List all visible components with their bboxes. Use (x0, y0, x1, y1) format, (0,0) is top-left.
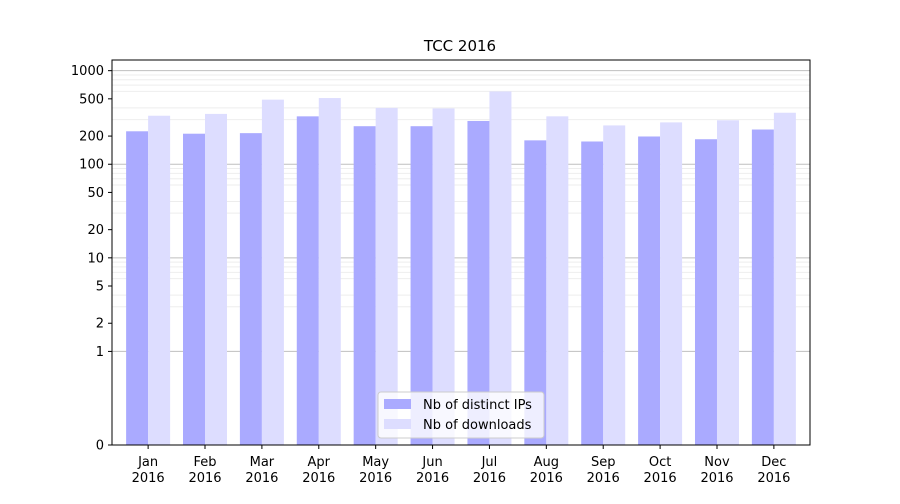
x-tick-label: May 2016 (359, 455, 392, 486)
y-tick-label: 500 (79, 92, 104, 107)
bar (660, 122, 683, 445)
x-tick-label: Oct 2016 (644, 455, 677, 486)
y-tick-label: 200 (79, 130, 104, 145)
bar (183, 133, 206, 446)
x-tick-label: Jul 2016 (473, 455, 506, 486)
y-tick-label: 100 (79, 158, 104, 173)
bar (581, 141, 604, 445)
legend-swatch (384, 399, 411, 409)
bar (546, 116, 569, 445)
bar (318, 98, 341, 446)
bar (773, 112, 796, 445)
y-tick-label: 20 (87, 223, 104, 238)
bar (148, 115, 171, 445)
bar (603, 125, 626, 445)
x-tick-label: Nov 2016 (700, 455, 733, 486)
bar (524, 140, 547, 445)
bars (126, 91, 796, 446)
x-tick-label: Jun 2016 (416, 455, 449, 486)
bar (205, 113, 228, 446)
legend-swatch (384, 419, 411, 429)
bar (375, 107, 398, 446)
x-tick-label: Sep 2016 (587, 455, 620, 486)
bar (694, 139, 717, 445)
bar (296, 116, 319, 445)
bar (239, 133, 262, 446)
chart-title: TCC 2016 (423, 37, 496, 55)
bar (751, 129, 774, 445)
x-tick-label: Aug 2016 (530, 455, 563, 486)
y-tick-label: 1000 (71, 64, 104, 79)
y-tick-label: 10 (87, 251, 104, 266)
x-tick-label: Feb 2016 (188, 455, 221, 486)
y-tick-label: 5 (96, 280, 104, 295)
axes: 0 1 2 5 10 20 50 100 200 500 1000 Jan 2016 Feb 2016 Mar… (71, 59, 811, 486)
x-tick-label: Mar 2016 (245, 455, 278, 486)
x-tick-label: Apr 2016 (302, 455, 335, 486)
plot-frame (111, 59, 811, 446)
legend-box (377, 391, 545, 439)
grid-lines (112, 70, 810, 352)
bar (467, 120, 490, 445)
bar (716, 120, 739, 445)
bar (489, 91, 512, 445)
bar (353, 126, 376, 445)
legend: Nb of distinct IPs Nb of downloads (377, 391, 545, 439)
legend-label: Nb of distinct IPs (423, 398, 532, 413)
legend-label: Nb of downloads (423, 418, 532, 433)
bar (261, 99, 284, 445)
bar (432, 108, 455, 446)
y-tick-label: 2 (96, 317, 104, 332)
bar (638, 136, 661, 445)
x-tick-label: Jan 2016 (132, 455, 165, 486)
bar (410, 126, 433, 445)
y-tick-label: 1 (96, 345, 104, 360)
bar (126, 131, 149, 445)
y-tick-label: 50 (87, 186, 104, 201)
y-tick-label: 0 (96, 439, 104, 454)
x-tick-label: Dec 2016 (757, 455, 790, 486)
